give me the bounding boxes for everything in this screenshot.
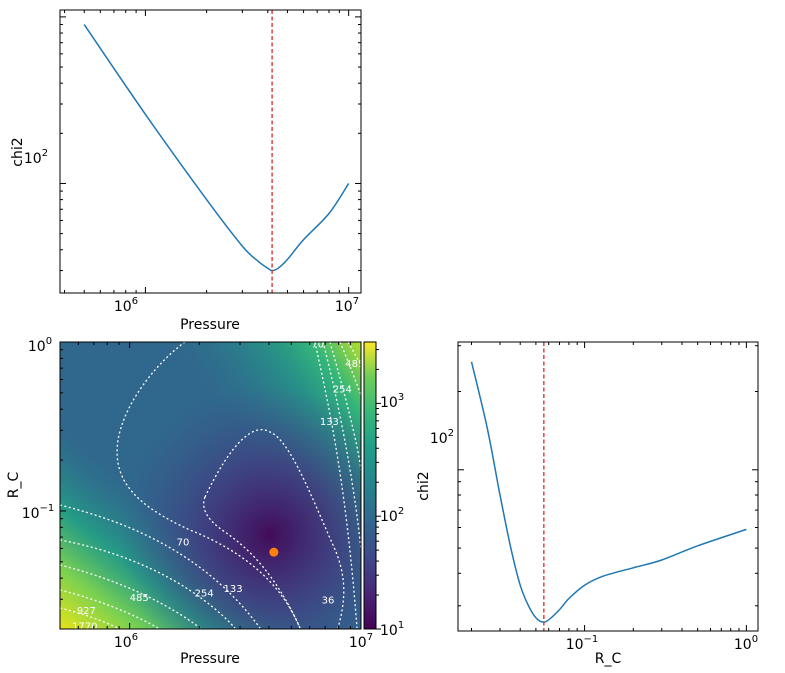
contour-133 bbox=[60, 342, 361, 629]
right-series-line-0 bbox=[470, 361, 747, 623]
contour-ytick-1e0: 100 bbox=[28, 336, 52, 355]
contour-label-6: 485 bbox=[130, 593, 149, 604]
top-ytick-1e2: 102 bbox=[24, 148, 48, 167]
contour-label-10: 1770 bbox=[72, 621, 97, 632]
colorbar-tick-1e2: 102 bbox=[380, 506, 404, 525]
contour-1770 bbox=[60, 607, 119, 629]
best-fit-marker bbox=[269, 547, 279, 557]
contour-xlabel: Pressure bbox=[180, 651, 240, 667]
colorbar-frame bbox=[363, 341, 377, 630]
contour-label-2: 485 bbox=[345, 359, 364, 370]
right-ylabel: chi2 bbox=[416, 471, 432, 500]
colorbar: 103 102 101 bbox=[363, 341, 404, 639]
contour-927 bbox=[60, 342, 361, 629]
colorbar-tick-1e1: 101 bbox=[380, 620, 404, 639]
contour-label-3: 254 bbox=[333, 385, 352, 396]
contour-label-7: 254 bbox=[195, 588, 214, 599]
right-xlabel: R_C bbox=[595, 651, 622, 667]
contour-ylabel: R_C bbox=[6, 472, 22, 499]
contour-xtick-1e7: 107 bbox=[349, 632, 373, 651]
contour-axes-frame bbox=[59, 341, 362, 630]
contour-ytick-1e-1: 10−1 bbox=[22, 503, 55, 522]
heatmap-valley bbox=[60, 342, 361, 629]
right-xtick-1e-1: 10−1 bbox=[566, 634, 599, 653]
contour-label-1: 70 bbox=[311, 339, 324, 350]
contour-label-9: 927 bbox=[77, 606, 96, 617]
top-xtick-1e7: 107 bbox=[335, 296, 359, 315]
contour-label-4: 133 bbox=[320, 417, 339, 428]
contour-label-5: 36 bbox=[322, 595, 335, 606]
contour-label-8: 133 bbox=[224, 584, 243, 595]
contour-70 bbox=[116, 342, 358, 629]
right-axes-frame bbox=[457, 341, 759, 632]
top-ylabel: chi2 bbox=[10, 137, 26, 166]
contour-36 bbox=[203, 429, 345, 629]
right-xtick-1e0: 100 bbox=[734, 634, 758, 653]
top-panel: 106 107 102 Pressure chi2 bbox=[10, 9, 362, 333]
top-series-line-0 bbox=[83, 24, 350, 272]
right-ytick-1e2: 102 bbox=[430, 428, 454, 447]
contour-xtick-1e6: 106 bbox=[114, 632, 138, 651]
right-panel: 10−1 100 102 R_C chi2 bbox=[416, 341, 759, 667]
contour-485 bbox=[60, 342, 361, 629]
contour-lines bbox=[60, 342, 361, 629]
colorbar-gradient bbox=[364, 342, 376, 629]
contour-label-0: 70 bbox=[177, 537, 190, 548]
colorbar-tick-1e3: 103 bbox=[380, 392, 404, 411]
top-axes-frame bbox=[59, 9, 362, 294]
top-xtick-1e6: 106 bbox=[114, 296, 138, 315]
top-xlabel: Pressure bbox=[180, 317, 240, 333]
